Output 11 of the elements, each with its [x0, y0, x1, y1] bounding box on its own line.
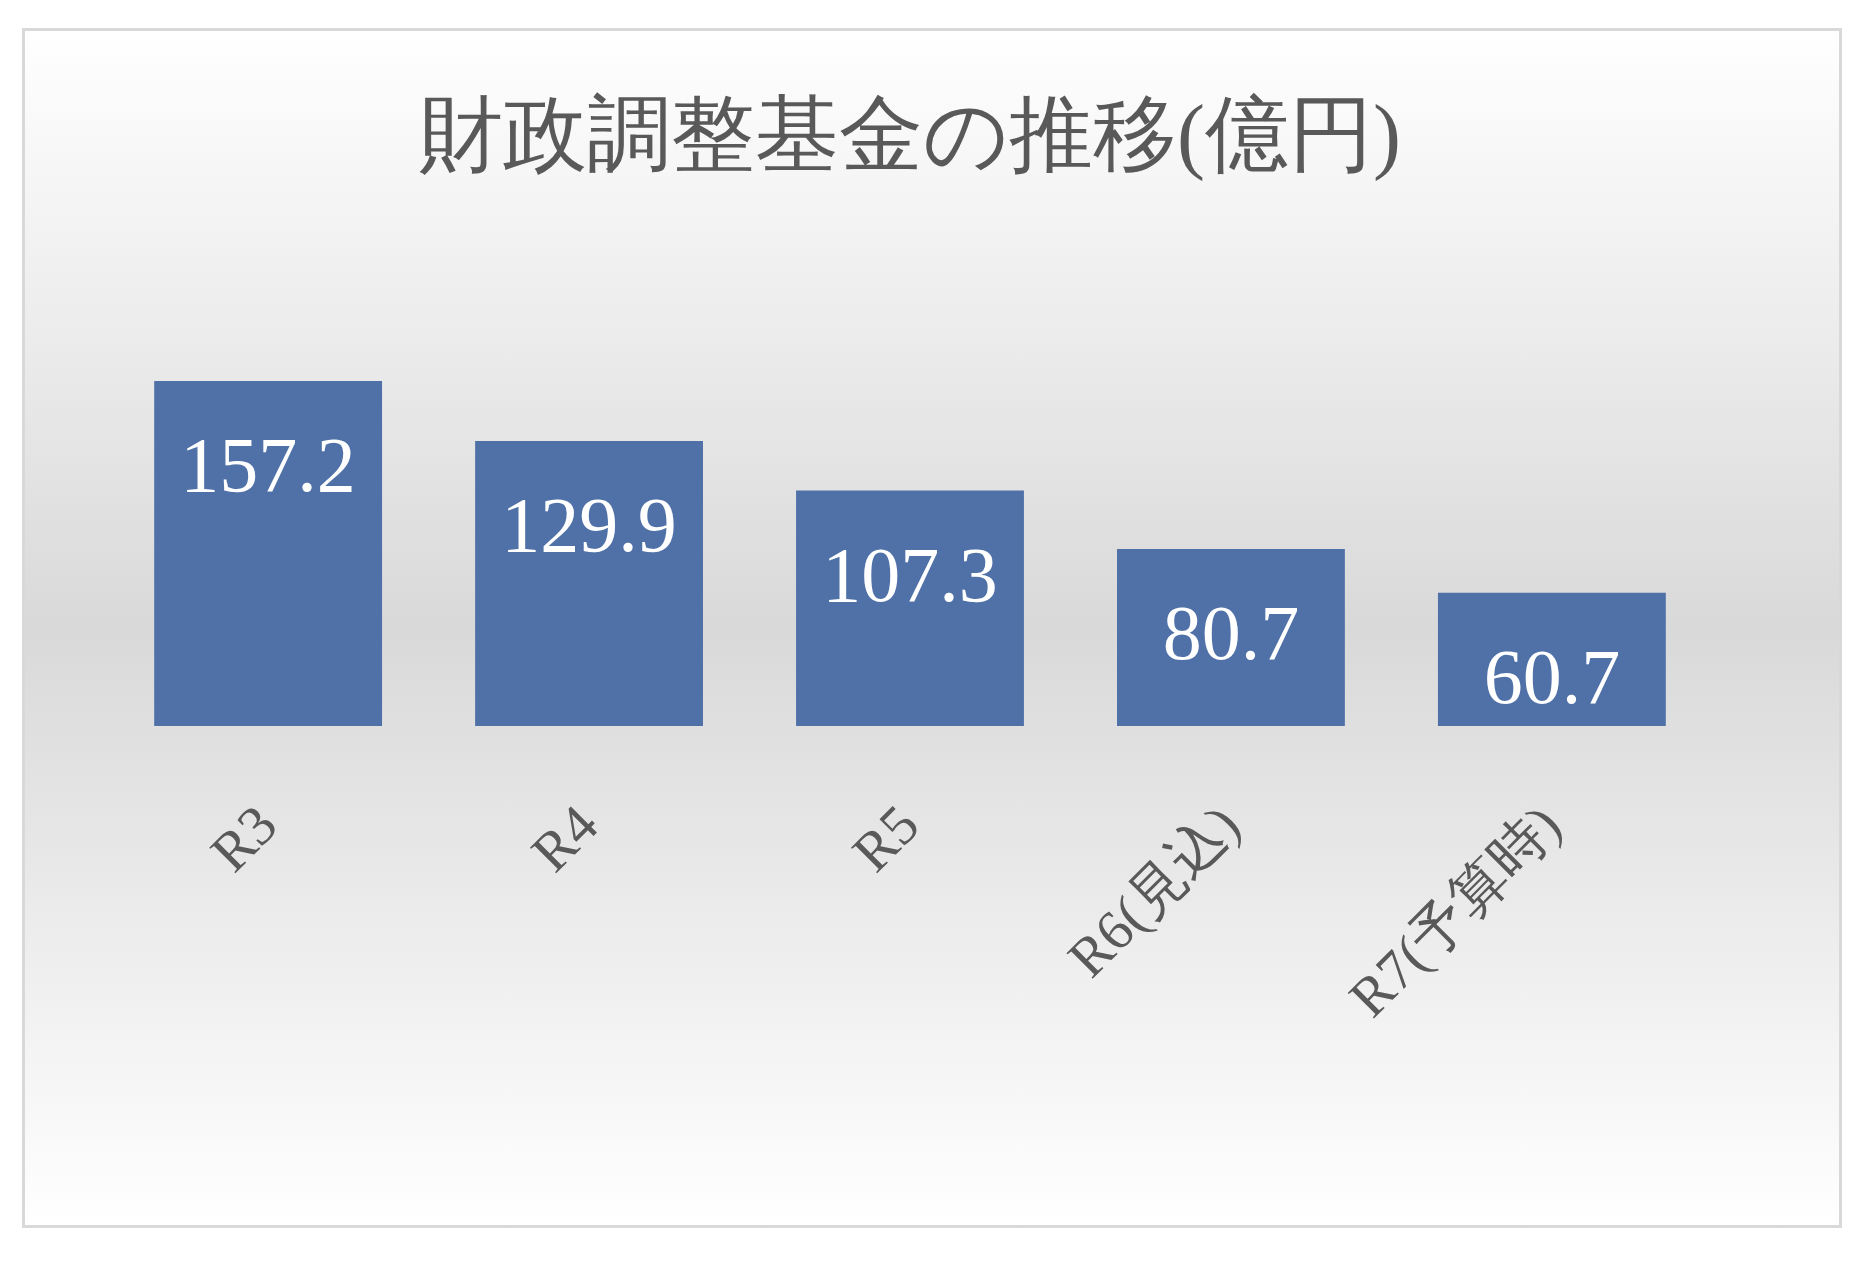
x-tick-label: R5 [840, 793, 931, 884]
data-label: 80.7 [1162, 588, 1300, 676]
chart-title: 財政調整基金の推移(億円) [419, 88, 1401, 182]
data-label: 107.3 [822, 530, 998, 618]
data-label: 60.7 [1483, 632, 1621, 720]
x-tick-label: R6(見込) [1055, 793, 1253, 990]
x-tick-label: R3 [198, 793, 289, 884]
x-tick-label: R7(予算時) [1337, 793, 1574, 1030]
data-label: 157.2 [180, 421, 356, 508]
x-tick-label: R4 [519, 793, 610, 884]
data-label: 129.9 [501, 480, 677, 568]
